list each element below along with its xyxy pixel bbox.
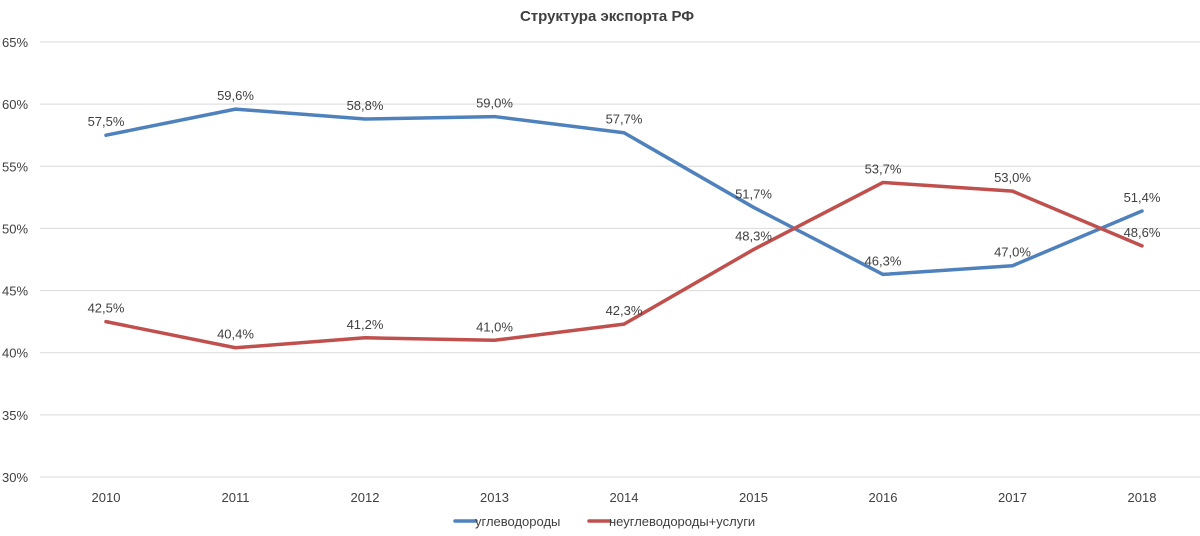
series-layer (104, 107, 1144, 350)
data-point (104, 320, 108, 324)
data-label: 48,6% (1124, 225, 1161, 240)
y-tick-label: 50% (2, 221, 28, 236)
x-tick-label: 2017 (998, 490, 1027, 505)
data-point (752, 248, 755, 252)
chart-title: Структура экспорта РФ (520, 8, 694, 25)
data-point (881, 272, 885, 276)
data-label: 59,0% (476, 96, 513, 111)
data-point (1011, 189, 1014, 193)
x-tick-label: 2011 (222, 490, 250, 505)
data-label: 41,0% (476, 319, 513, 334)
data-label: 57,7% (606, 112, 643, 127)
data-label: 48,3% (735, 229, 772, 244)
data-point (493, 115, 496, 119)
data-point (234, 346, 237, 350)
data-labels: 57,5% 59,6% 58,8% 59,0% 57,7% 51,7% 46,3% 47,0%… (88, 88, 1161, 342)
x-tick-label: 2014 (610, 490, 639, 505)
data-point (752, 205, 755, 209)
legend-label-1: углеводороды (475, 514, 560, 529)
grid-layer (40, 41, 1200, 478)
data-label: 46,3% (865, 253, 902, 268)
data-label: 42,3% (606, 303, 643, 318)
data-point (363, 117, 367, 121)
data-point (234, 107, 237, 111)
data-point (493, 338, 496, 342)
data-label: 59,6% (217, 88, 254, 103)
data-label: 40,4% (217, 327, 254, 342)
y-tick-label: 35% (2, 408, 28, 423)
x-tick-label: 2012 (351, 490, 380, 505)
data-label: 51,4% (1124, 190, 1161, 205)
data-label: 53,7% (865, 161, 902, 176)
x-tick-label: 2015 (739, 490, 768, 505)
data-label: 41,2% (347, 317, 384, 332)
data-point (622, 322, 626, 326)
data-point (1011, 264, 1014, 268)
y-axis-ticks: 30% 35% 40% 45% 50% 55% 60% 65% (2, 35, 28, 485)
y-tick-label: 30% (2, 470, 28, 485)
data-label: 58,8% (347, 98, 384, 113)
y-tick-label: 40% (2, 346, 28, 361)
x-axis-ticks: 2010 2011 2012 2013 2014 2015 2016 2017 2018 (92, 490, 1157, 505)
x-tick-label: 2018 (1128, 490, 1157, 505)
data-point (363, 336, 367, 340)
y-tick-label: 65% (2, 35, 28, 50)
data-label: 47,0% (994, 245, 1031, 260)
legend: углеводороды неуглеводороды+услуги (453, 514, 755, 529)
data-point (622, 131, 626, 135)
x-tick-label: 2010 (92, 490, 121, 505)
data-point (1140, 244, 1144, 248)
data-point (881, 180, 885, 184)
x-tick-label: 2013 (480, 490, 509, 505)
data-point (1140, 209, 1144, 213)
data-label: 53,0% (994, 170, 1031, 185)
y-tick-label: 55% (2, 159, 28, 174)
x-tick-label: 2016 (869, 490, 898, 505)
y-tick-label: 45% (2, 284, 28, 299)
y-tick-label: 60% (2, 97, 28, 112)
data-label: 51,7% (735, 186, 772, 201)
data-point (104, 133, 108, 137)
data-label: 57,5% (88, 114, 125, 129)
data-label: 42,5% (88, 301, 125, 316)
legend-label-2: неуглеводороды+услуги (609, 514, 755, 529)
